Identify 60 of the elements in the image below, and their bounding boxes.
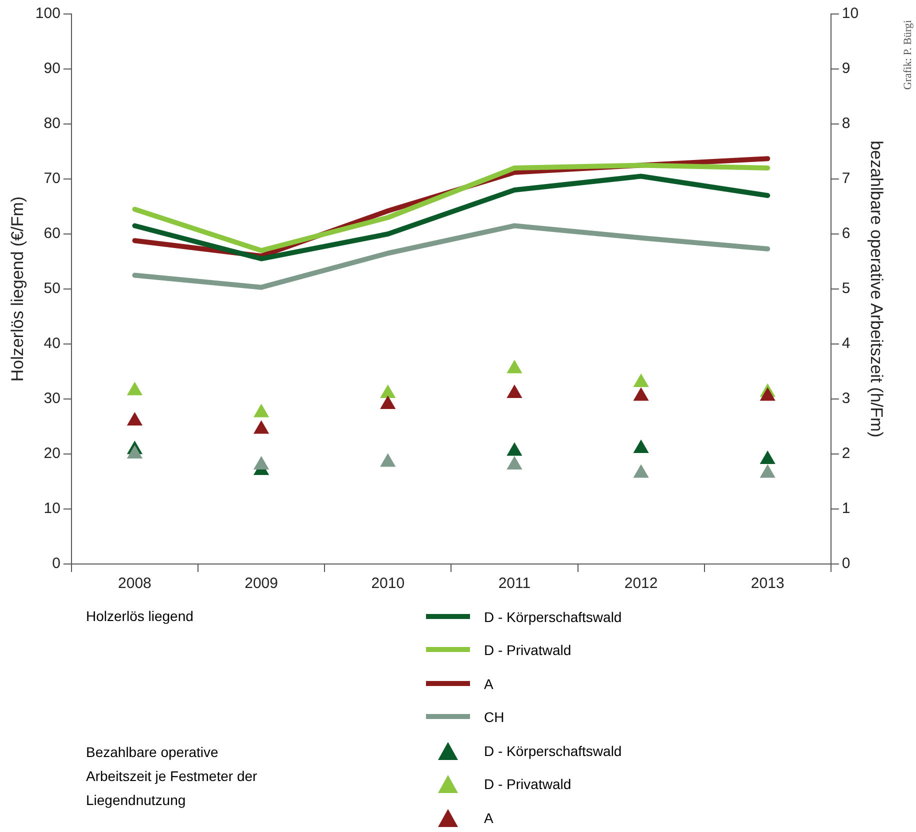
x-tick-label: 2011 bbox=[498, 575, 531, 592]
y-tick-label: 70 bbox=[44, 170, 60, 188]
y-tick-label: 90 bbox=[44, 60, 60, 78]
y2-tick-label: 9 bbox=[842, 60, 850, 78]
y-tick-label: 50 bbox=[44, 280, 60, 298]
x-tick-label: 2009 bbox=[244, 575, 278, 592]
point bbox=[126, 445, 143, 458]
text: Grafik: P. Bürgi bbox=[902, 20, 914, 90]
y2-tick-label: 10 bbox=[842, 5, 859, 22]
y-tick-label: 40 bbox=[44, 335, 60, 352]
y2-tick-label: 1 bbox=[842, 500, 850, 518]
point bbox=[506, 442, 522, 456]
y2-tick-label: 5 bbox=[842, 280, 850, 298]
y2-tick-label: 4 bbox=[842, 335, 850, 352]
x-tick-label: 2010 bbox=[371, 575, 405, 592]
y2-tick-label: 7 bbox=[842, 170, 850, 188]
text: Bezahlbare operative Arbeitszeit je Festmeter der Liegendnutzung bbox=[86, 743, 258, 810]
point bbox=[760, 464, 776, 478]
y2-tick-label: 0 bbox=[842, 555, 850, 572]
x-tick-label: 2013 bbox=[750, 575, 784, 592]
point bbox=[380, 453, 396, 467]
y-tick-label: 30 bbox=[44, 390, 60, 408]
y2-axis-title: bezahlbare operative Arbeitszeit (h/Fm) bbox=[867, 140, 886, 438]
point bbox=[633, 374, 649, 387]
legend-label: A bbox=[484, 676, 494, 692]
x-tick-label: 2012 bbox=[624, 575, 658, 592]
y-tick-label: 100 bbox=[35, 5, 60, 22]
y-tick-label: 0 bbox=[52, 555, 60, 572]
y-tick-label: 80 bbox=[44, 115, 60, 132]
point bbox=[633, 387, 649, 401]
y-tick-label: 10 bbox=[44, 500, 60, 518]
y2-tick-label: 2 bbox=[842, 445, 850, 462]
point bbox=[254, 420, 270, 434]
point bbox=[126, 382, 143, 396]
legend-label: CH bbox=[484, 709, 504, 726]
point bbox=[380, 384, 396, 398]
legend-label: D - Körperschaftswald bbox=[484, 742, 622, 759]
x-tick-label: 2008 bbox=[118, 575, 152, 592]
legend-label: D - Privatwald bbox=[484, 642, 572, 658]
legend-label: A bbox=[484, 810, 494, 826]
point bbox=[126, 412, 143, 426]
point bbox=[506, 456, 522, 470]
point bbox=[760, 450, 776, 464]
point bbox=[254, 404, 270, 418]
point bbox=[633, 464, 649, 478]
legend-label: D - Körperschaftswald bbox=[484, 608, 622, 625]
point bbox=[506, 384, 522, 398]
point bbox=[380, 396, 396, 409]
point bbox=[760, 387, 776, 401]
y2-tick-label: 8 bbox=[842, 115, 850, 132]
point bbox=[633, 440, 649, 453]
y2-tick-label: 3 bbox=[842, 390, 850, 408]
point bbox=[506, 360, 522, 374]
text: Holzerlös liegend bbox=[86, 607, 194, 626]
y-tick-label: 20 bbox=[44, 445, 60, 462]
y2-tick-label: 6 bbox=[842, 225, 850, 242]
y-axis-title: Holzerlös liegend (€/Fm) bbox=[8, 196, 27, 382]
y-tick-label: 60 bbox=[44, 225, 60, 242]
legend-label: D - Privatwald bbox=[484, 776, 572, 792]
point bbox=[254, 456, 270, 470]
